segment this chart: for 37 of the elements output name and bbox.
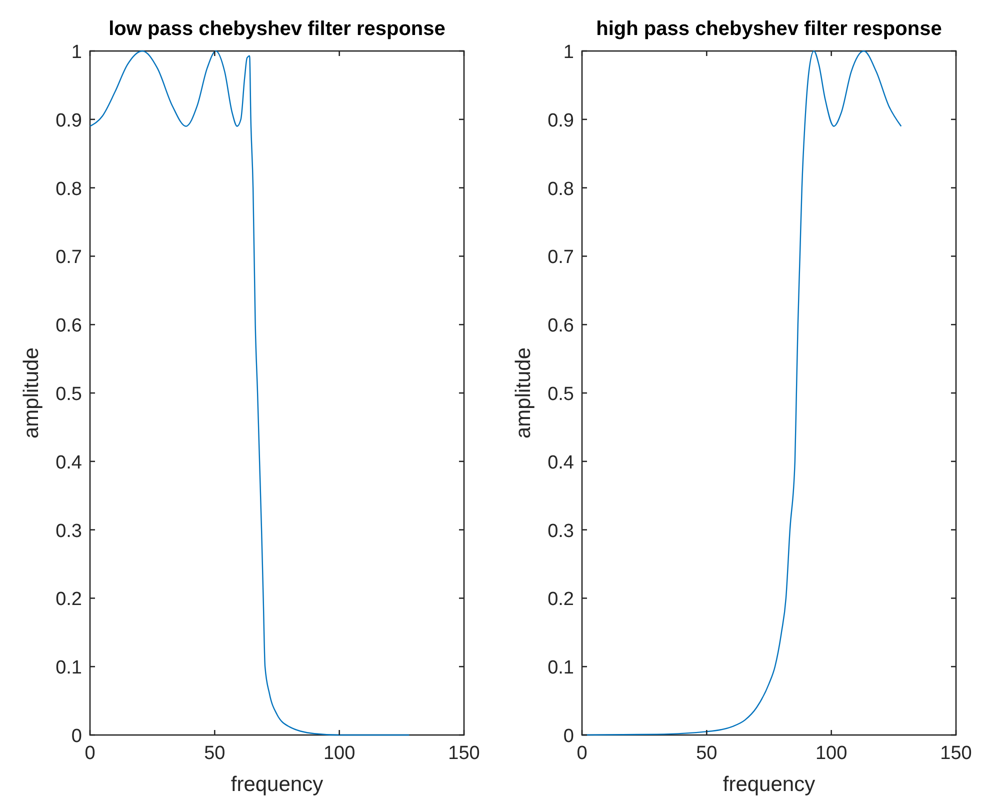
x-axis-title: frequency xyxy=(722,773,816,796)
chart-title: low pass chebyshev filter response xyxy=(108,18,446,40)
y-tick-label: 0.3 xyxy=(56,520,82,542)
y-tick-label: 1 xyxy=(71,42,82,63)
y-tick-label: 0.1 xyxy=(548,658,574,679)
y-tick-label: 0.7 xyxy=(548,247,574,268)
y-tick-label: 1 xyxy=(563,42,574,63)
x-tick-label: 50 xyxy=(204,743,226,764)
y-tick-label: 0 xyxy=(71,726,82,747)
y-tick-label: 0.3 xyxy=(548,520,574,542)
x-axis-title: frequency xyxy=(230,773,324,796)
y-axis-title: amplitude xyxy=(512,347,535,439)
y-tick-label: 0.2 xyxy=(548,589,574,610)
x-tick-label: 50 xyxy=(696,743,718,764)
y-tick-label: 0.9 xyxy=(56,110,82,132)
y-tick-label: 0 xyxy=(563,726,574,747)
chart-title: high pass chebyshev filter response xyxy=(596,18,942,40)
y-tick-label: 0.8 xyxy=(548,178,574,200)
x-tick-label: 100 xyxy=(323,743,356,764)
x-tick-label: 0 xyxy=(84,743,96,764)
y-tick-label: 0.6 xyxy=(56,316,82,337)
y-tick-label: 0.5 xyxy=(56,384,82,405)
y-tick-label: 0.7 xyxy=(56,247,82,268)
x-tick-label: 150 xyxy=(448,743,480,764)
y-tick-label: 0.8 xyxy=(56,178,82,200)
y-tick-label: 0.9 xyxy=(548,110,574,132)
y-tick-label: 0.6 xyxy=(548,316,574,337)
line-series xyxy=(89,50,410,736)
y-tick-label: 0.4 xyxy=(548,452,574,474)
x-tick-label: 100 xyxy=(815,743,848,764)
y-tick-label: 0.4 xyxy=(56,452,82,474)
y-tick-label: 0.2 xyxy=(56,589,82,610)
x-tick-label: 0 xyxy=(576,743,588,764)
y-tick-label: 0.5 xyxy=(548,384,574,405)
x-tick-label: 150 xyxy=(940,743,972,764)
y-tick-label: 0.1 xyxy=(56,658,82,679)
y-axis-title: amplitude xyxy=(20,347,43,439)
